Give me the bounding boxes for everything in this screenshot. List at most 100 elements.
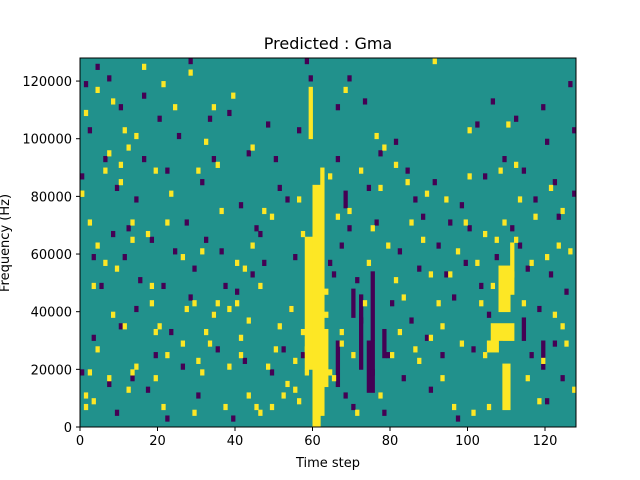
low-band [366, 340, 375, 393]
low-cell [463, 259, 468, 266]
low-cell [510, 225, 515, 232]
high-cell [300, 230, 306, 238]
high-band [312, 184, 321, 428]
high-cell [153, 375, 158, 382]
high-cell [297, 196, 302, 203]
high-cell [258, 409, 263, 416]
high-cell [153, 167, 158, 174]
low-cell [541, 104, 546, 111]
high-cell [467, 127, 472, 134]
low-cell [448, 219, 453, 226]
high-cell [277, 323, 282, 330]
high-cell [95, 346, 100, 353]
high-cell [471, 409, 476, 416]
high-cell [421, 236, 426, 243]
low-cell [149, 236, 155, 243]
low-cell [424, 334, 430, 341]
high-cell [463, 219, 468, 226]
low-cell [548, 271, 554, 278]
high-band [486, 340, 499, 353]
high-cell [107, 150, 112, 157]
y-tick-label: 120000 [22, 75, 72, 90]
high-cell [235, 300, 240, 307]
low-cell [130, 375, 135, 382]
high-cell [134, 363, 139, 370]
low-cell [552, 179, 558, 186]
low-cell [204, 236, 209, 243]
low-cell [355, 277, 360, 284]
high-cell [541, 357, 546, 364]
high-cell [347, 207, 352, 215]
chart-title: Predicted : Gma [264, 34, 392, 53]
low-cell [351, 403, 356, 411]
high-cell [359, 167, 364, 174]
low-cell [568, 81, 573, 88]
low-band [382, 328, 387, 359]
low-cell [475, 121, 480, 128]
high-cell [153, 328, 158, 336]
low-cell [118, 323, 124, 330]
high-cell [386, 242, 391, 249]
low-cell [545, 138, 550, 145]
low-cell [378, 150, 383, 157]
high-cell [300, 328, 306, 336]
low-cell [502, 156, 507, 163]
low-cell [413, 196, 418, 203]
low-cell [281, 346, 286, 353]
low-cell [483, 173, 488, 180]
low-cell [266, 121, 271, 128]
low-cell [335, 104, 341, 111]
low-cell [215, 346, 220, 353]
low-cell [432, 179, 437, 186]
low-cell [242, 357, 248, 364]
high-cell [250, 242, 255, 249]
low-cell [91, 334, 96, 341]
low-cell [107, 380, 112, 388]
low-cell [490, 98, 496, 105]
low-band [351, 288, 356, 318]
high-cell [444, 196, 449, 203]
high-cell [328, 173, 333, 180]
high-cell [432, 58, 437, 65]
low-cell [300, 352, 306, 359]
low-cell [176, 132, 182, 140]
high-cell [114, 265, 120, 272]
low-cell [196, 392, 201, 399]
high-cell [521, 300, 527, 307]
x-axis-ticks: 0 20 40 60 80 100 120 [76, 427, 557, 449]
high-cell [161, 403, 166, 411]
high-cell [382, 144, 387, 151]
high-cell [204, 138, 209, 145]
low-band [359, 294, 364, 370]
low-cell [231, 415, 236, 422]
high-cell [490, 282, 496, 290]
low-cell [370, 369, 375, 376]
low-cell [386, 352, 391, 359]
high-cell [83, 392, 89, 399]
high-band [324, 328, 329, 388]
high-cell [486, 403, 492, 411]
low-cell [521, 167, 527, 174]
high-cell [362, 300, 368, 307]
low-cell [273, 156, 279, 163]
high-cell [475, 259, 480, 266]
low-cell [339, 242, 344, 249]
high-cell [196, 167, 201, 174]
high-cell [103, 167, 108, 174]
low-cell [235, 288, 240, 295]
x-tick-label: 40 [227, 434, 244, 449]
high-cell [455, 248, 461, 255]
low-cell [95, 63, 100, 70]
low-cell [467, 225, 472, 232]
high-cell [83, 109, 89, 117]
high-cell [235, 259, 240, 266]
low-cell [200, 179, 205, 186]
high-band [510, 242, 515, 295]
low-cell [347, 225, 352, 232]
high-cell [393, 161, 399, 168]
high-cell [459, 340, 465, 347]
low-cell [572, 127, 577, 134]
low-cell [366, 184, 372, 192]
high-cell [227, 363, 232, 370]
high-cell [87, 369, 93, 376]
